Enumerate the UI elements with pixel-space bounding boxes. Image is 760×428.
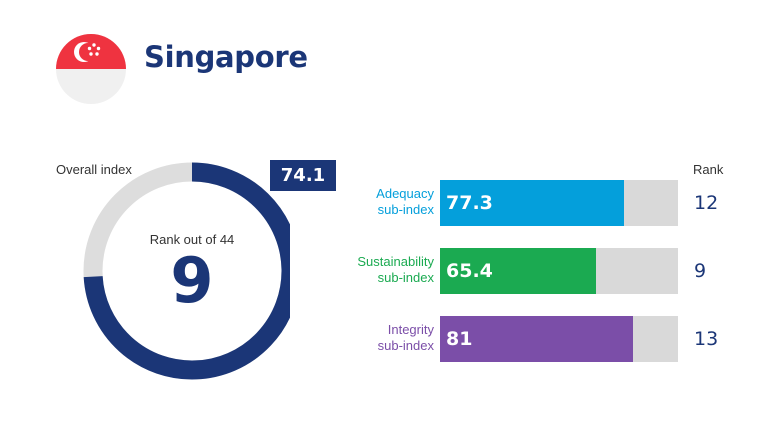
bar-fill-integrity	[440, 316, 633, 362]
bar-value-sustainability: 65.4	[446, 260, 493, 282]
bar-row-adequacy: Adequacy sub-index 77.3 12	[330, 180, 750, 228]
bar-track	[440, 316, 678, 362]
overall-score-badge: 74.1	[270, 160, 336, 191]
overall-rank-value: 9	[170, 244, 214, 317]
gauge-value-arc	[83, 162, 290, 380]
bar-label-line1: Sustainability	[357, 254, 434, 269]
bar-rank-adequacy: 12	[694, 192, 719, 214]
bar-row-integrity: Integrity sub-index 81 13	[330, 316, 750, 364]
bar-label: Adequacy sub-index	[330, 186, 434, 218]
bar-label: Sustainability sub-index	[330, 254, 434, 286]
overall-index-label: Overall index	[56, 162, 132, 177]
rank-column-header: Rank	[693, 162, 724, 177]
bar-fill-sustainability	[440, 248, 596, 294]
bar-rank-integrity: 13	[694, 328, 719, 350]
bar-label-line1: Adequacy	[376, 186, 434, 201]
bar-fill-adequacy	[440, 180, 624, 226]
bar-row-sustainability: Sustainability sub-index 65.4 9	[330, 248, 750, 296]
bar-track	[440, 180, 678, 226]
bar-label: Integrity sub-index	[330, 322, 434, 354]
overall-index-gauge	[83, 162, 290, 380]
rank-out-of-label: Rank out of 44	[149, 232, 235, 247]
bar-track	[440, 248, 678, 294]
bar-value-adequacy: 77.3	[446, 192, 493, 214]
bar-label-line1: Integrity	[387, 322, 434, 337]
bar-label-line2: sub-index	[377, 202, 434, 217]
bar-rank-sustainability: 9	[694, 260, 707, 282]
country-title: Singapore	[144, 40, 308, 74]
bar-value-integrity: 81	[446, 328, 473, 350]
bar-label-line2: sub-index	[377, 270, 434, 285]
singapore-flag-icon	[56, 34, 126, 104]
bar-label-line2: sub-index	[377, 338, 434, 353]
